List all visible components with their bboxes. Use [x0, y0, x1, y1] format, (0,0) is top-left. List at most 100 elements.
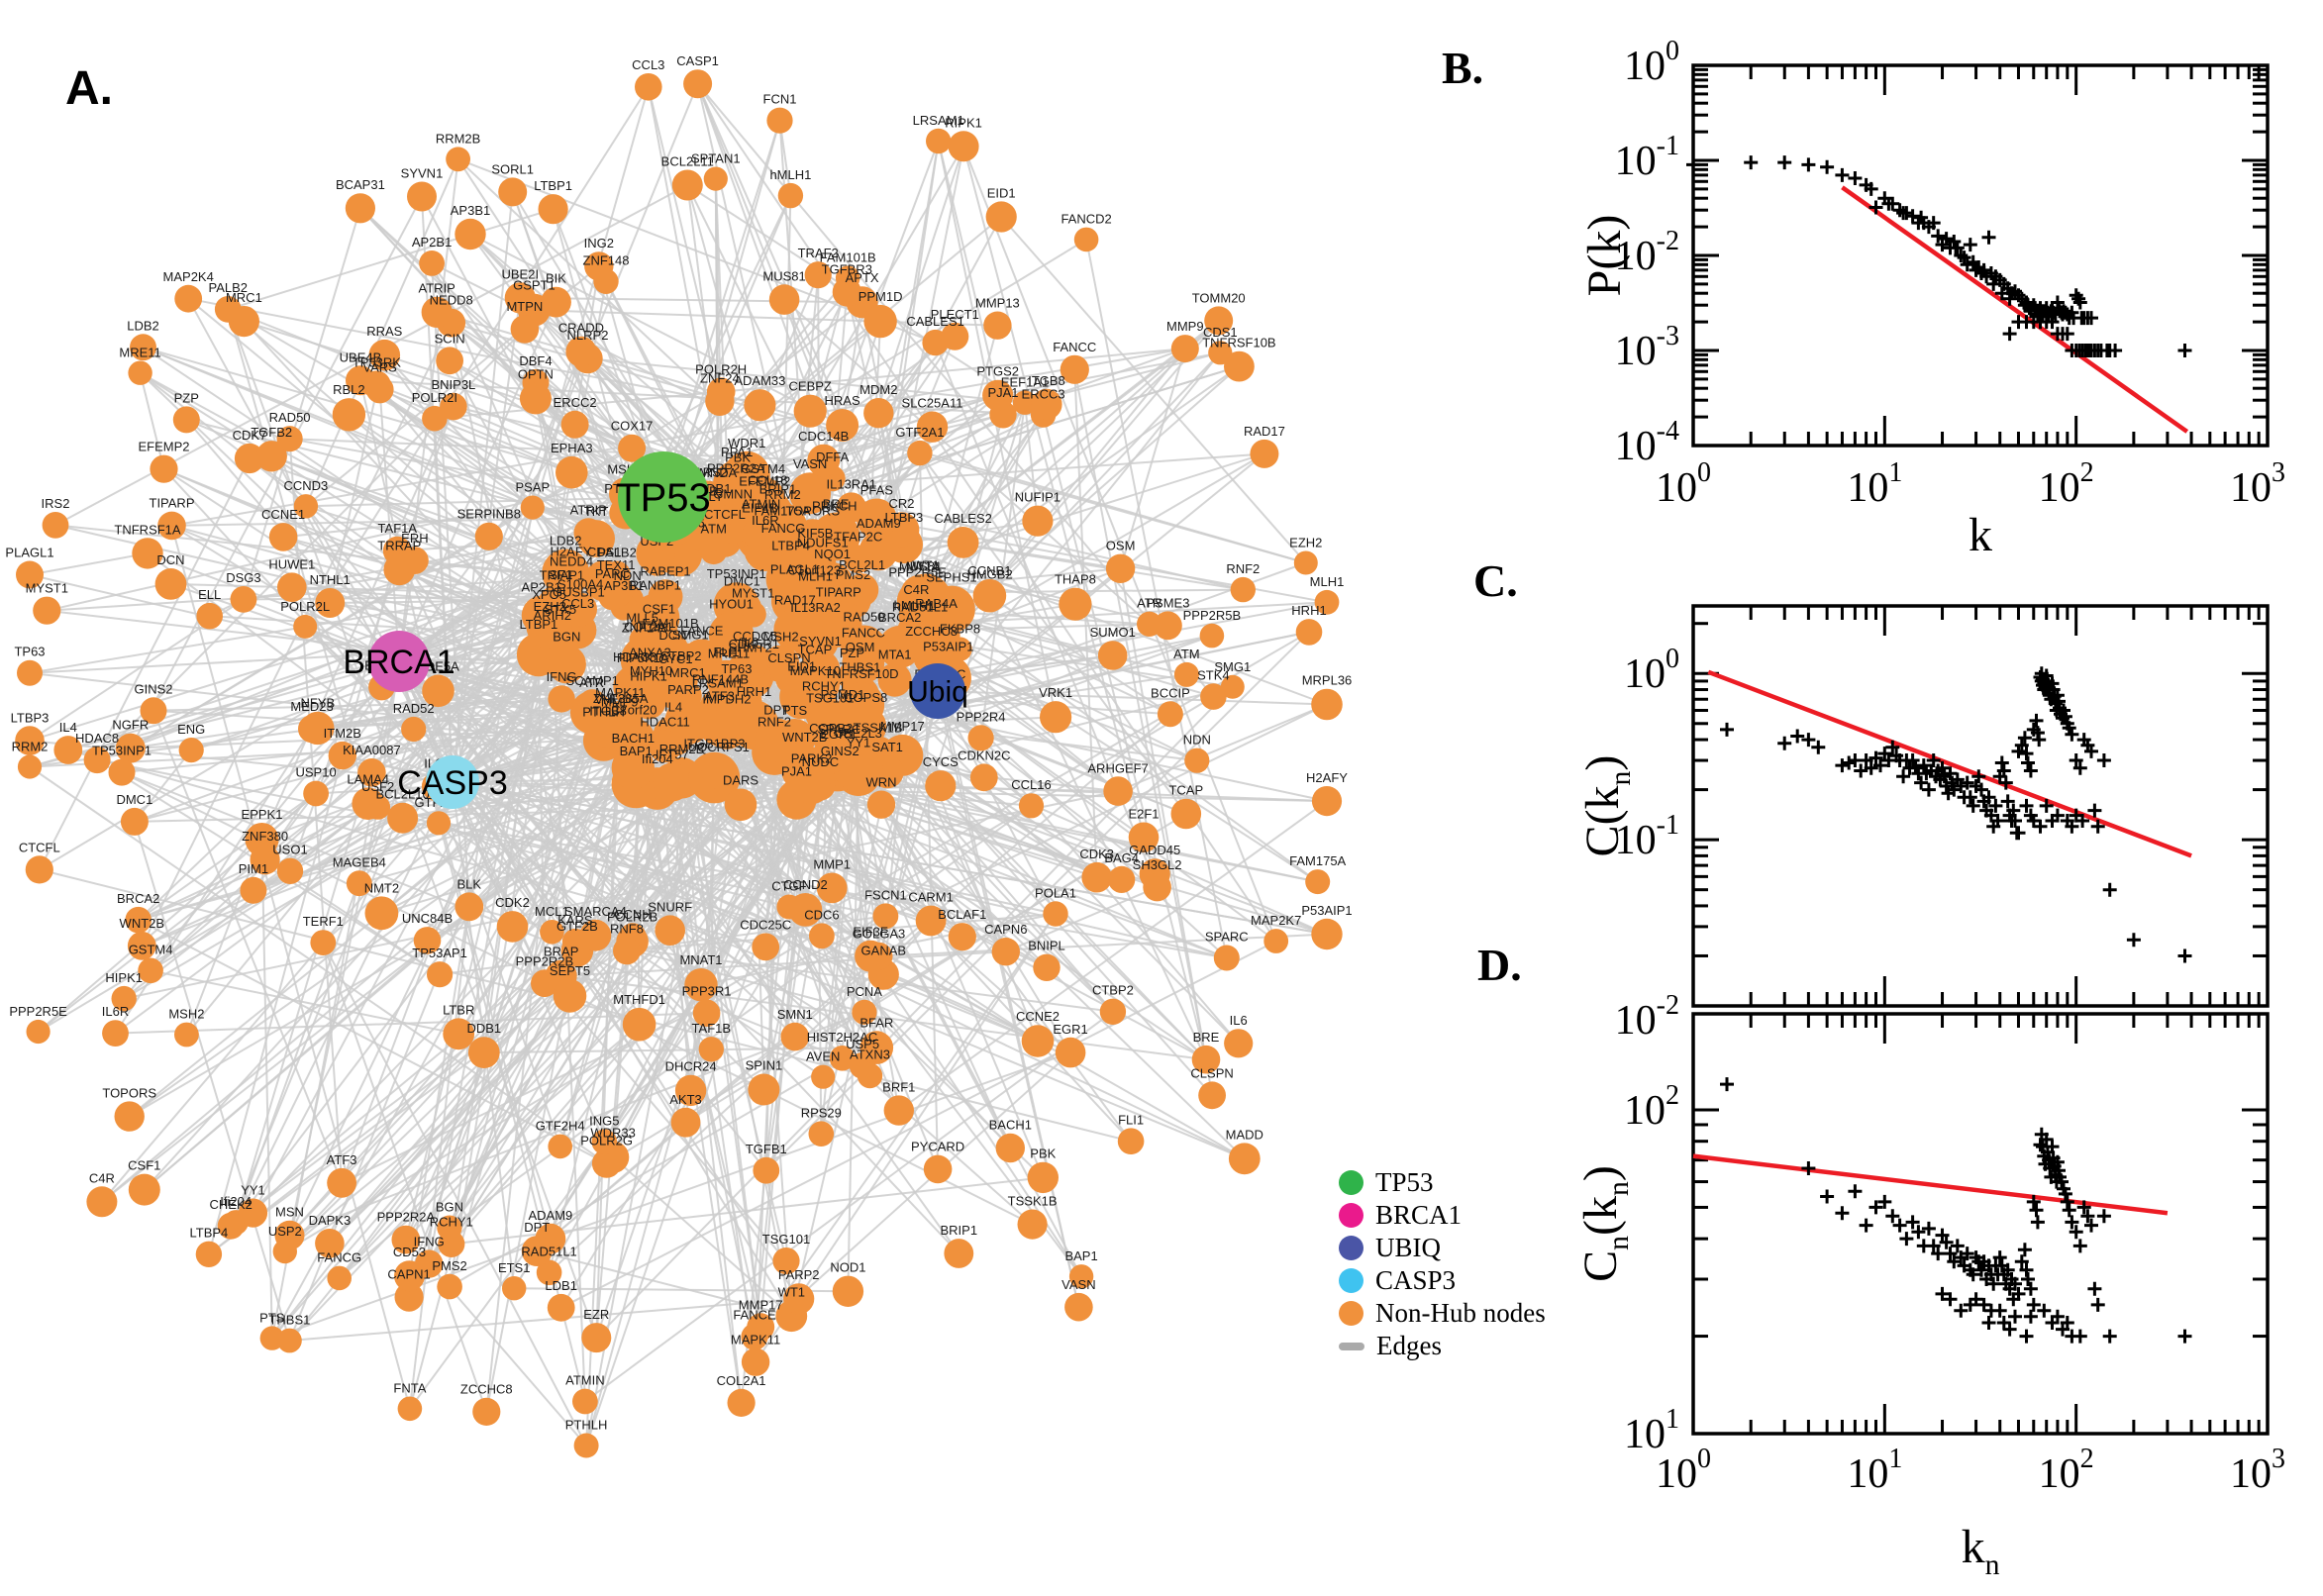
legend-item-ubiq: UBIQ — [1339, 1232, 1636, 1264]
network-node — [708, 612, 755, 657]
network-node-label: MUS81 — [899, 558, 942, 573]
network-node-label: WNT2B — [782, 730, 828, 745]
network-node-label: THBS1 — [839, 660, 880, 675]
network-node-label: RBL2 — [333, 382, 365, 397]
network-node-label: CCNB1 — [967, 563, 1011, 578]
network-node — [1263, 929, 1289, 953]
network-node-label: OSM — [846, 640, 875, 654]
network-node-label: PPP2R2B — [516, 953, 574, 968]
network-node-label: IRS2 — [42, 496, 70, 511]
network-node — [563, 592, 597, 627]
network-node — [674, 1074, 707, 1107]
network-node — [985, 201, 1017, 233]
network-node — [520, 495, 545, 520]
network-node-label: TERF1 — [303, 914, 344, 929]
network-node — [504, 282, 536, 314]
hub-brca1: BRCA1 — [343, 631, 455, 692]
network-node-label: GINS2 — [821, 744, 859, 758]
network-node — [655, 915, 685, 946]
network-node-label: FANCE — [680, 624, 724, 639]
axis-label: P(k) — [1578, 215, 1631, 297]
network-node-label: PPP2R4 — [957, 709, 1006, 724]
network-node — [426, 811, 452, 836]
network-node — [421, 296, 453, 328]
tick-label: 10-3 — [1615, 321, 1679, 374]
network-node-label: TIPARP — [816, 584, 861, 599]
scatter-points — [1686, 155, 2192, 357]
network-node-label: SNURF — [648, 899, 692, 914]
legend-item-brca1: BRCA1 — [1339, 1199, 1636, 1232]
tick-label: 101 — [1847, 457, 1902, 511]
network-node-label: RNF144B — [692, 671, 749, 686]
network-node — [557, 569, 585, 597]
network-node — [26, 1019, 50, 1045]
network-node-label: CDS1 — [1203, 325, 1238, 340]
hub-casp3: CASP3 — [397, 755, 508, 809]
network-node-label: CARM1 — [908, 890, 954, 905]
network-node-label: ZNF148 — [622, 620, 668, 635]
network-node-label: EIF3F — [853, 925, 887, 940]
network-node-label: POLR2L — [280, 599, 330, 614]
network-node-label: EZH2 — [1289, 536, 1322, 550]
network-node-label: RAD51L1 — [521, 1245, 576, 1259]
network-node — [196, 602, 223, 630]
network-node — [17, 659, 43, 686]
network-node — [947, 527, 979, 558]
network-node-label: MRPL36 — [1302, 673, 1353, 688]
network-node-label: CDC14B — [798, 429, 849, 444]
network-node-label: MMP17 — [739, 1297, 783, 1312]
network-node — [407, 181, 437, 212]
network-node-label: SHMT2 — [729, 641, 772, 655]
network-node — [1295, 619, 1323, 646]
network-node-label: CTGF — [771, 879, 806, 894]
network-node-label: NFYB — [300, 696, 335, 711]
network-node-label: PSME3 — [1146, 595, 1189, 610]
network-node — [102, 1020, 129, 1047]
network-node-label: MMP1 — [813, 857, 851, 872]
network-node — [553, 979, 587, 1013]
network-node — [1064, 1292, 1093, 1322]
network-node — [967, 725, 994, 751]
network-node — [548, 1134, 572, 1159]
network-node-label: CDKN2C — [958, 748, 1010, 762]
network-node — [969, 763, 998, 792]
ticks — [1693, 606, 2268, 1006]
network-node — [866, 790, 896, 819]
network-node-label: FANCG — [761, 521, 806, 536]
legend-dot-swatch — [1339, 1203, 1364, 1228]
network-node — [1103, 776, 1133, 806]
network-node — [1198, 1081, 1226, 1110]
network-node-label: P53AIP1 — [923, 640, 973, 654]
log-log-plots: 100 101 102 103 100 10-1 10-2 10-3 10-4 k P(k) 100 1… — [1574, 36, 2285, 1581]
network-node — [809, 550, 837, 578]
network-node-label: LDB1 — [545, 1278, 577, 1293]
network-node — [293, 494, 319, 519]
network-node — [649, 730, 682, 763]
network-node-label: BRE — [1193, 1030, 1220, 1045]
network-node-label: SYVN1 — [799, 634, 842, 648]
network-node — [1220, 674, 1245, 699]
network-node-label: CCL3 — [632, 57, 664, 72]
network-node — [705, 707, 749, 749]
tick-label: 10-1 — [1615, 131, 1679, 184]
network-node-label: MYST1 — [26, 581, 68, 596]
network-node-label: DHCR24 — [665, 1059, 717, 1074]
network-node-label: LAMA4 — [347, 771, 389, 786]
network-node-label: VRK1 — [1039, 685, 1072, 700]
network-node-label: RABEP1 — [640, 563, 690, 578]
network-node — [154, 568, 187, 600]
network-node — [1314, 589, 1340, 615]
network-node — [948, 923, 976, 951]
network-node-label: H2AFY — [1306, 770, 1348, 785]
network-node — [829, 1046, 856, 1071]
network-node-label: HUWE1 — [268, 556, 315, 571]
network-node-label: HDAC8 — [613, 649, 656, 664]
network-node-label: MNDA — [699, 465, 738, 480]
network-node-label: CSF1 — [128, 1158, 160, 1173]
network-node-label: PIM1 — [239, 861, 268, 876]
network-node — [863, 398, 894, 429]
network-node — [1213, 945, 1240, 971]
network-node — [747, 1313, 775, 1342]
network-node-label: PLAGL1 — [5, 546, 53, 560]
network-node-label: MYST1 — [732, 585, 774, 600]
